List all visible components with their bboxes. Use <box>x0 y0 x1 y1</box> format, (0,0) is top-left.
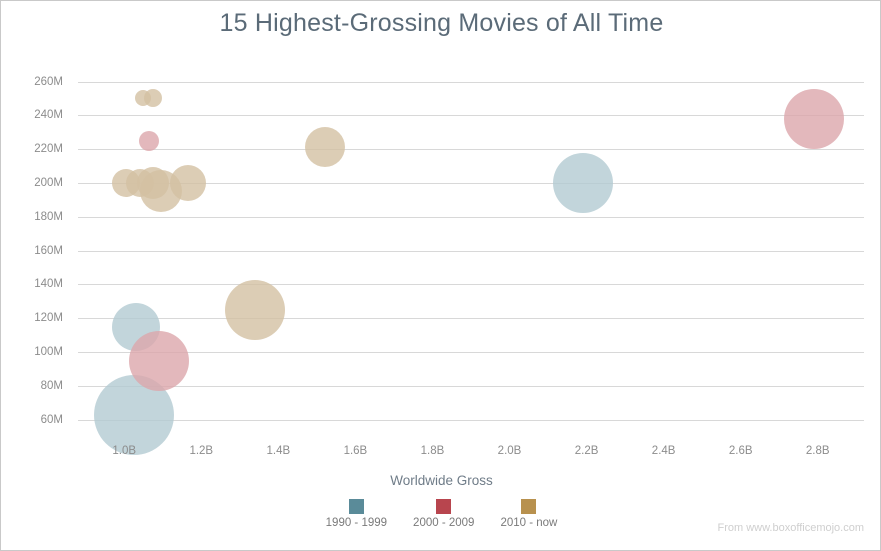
y-tick-label: 140M <box>34 278 63 291</box>
gridline <box>78 81 864 83</box>
data-bubble[interactable] <box>552 152 613 213</box>
legend-item[interactable]: 2000 - 2009 <box>413 499 474 529</box>
x-tick-label: 1.2B <box>189 445 214 457</box>
chart-title: 15 Highest-Grossing Movies of All Time <box>219 9 664 37</box>
y-tick-label: 240M <box>34 109 63 122</box>
data-bubble[interactable] <box>144 89 163 108</box>
gridline <box>78 352 864 354</box>
legend-label: 2000 - 2009 <box>413 517 475 529</box>
data-bubble[interactable] <box>783 88 844 149</box>
y-tick-label: 60M <box>40 413 63 426</box>
y-tick-label: 160M <box>34 244 63 257</box>
x-tick-label: 2.0B <box>497 445 522 457</box>
legend-item[interactable]: 2010 - now <box>500 499 557 529</box>
legend-item[interactable]: 1990 - 1999 <box>326 499 387 529</box>
gridline <box>78 250 864 252</box>
x-tick-label: 2.8B <box>805 445 830 457</box>
x-tick-label: 2.2B <box>574 445 599 457</box>
y-tick-label: 180M <box>34 210 63 223</box>
legend-label: 2010 - now <box>500 517 558 529</box>
y-tick-label: 80M <box>40 379 63 392</box>
gridline <box>78 182 864 184</box>
data-bubble[interactable] <box>225 279 286 340</box>
data-bubble[interactable] <box>304 127 345 168</box>
x-tick-label: 2.4B <box>651 445 676 457</box>
y-tick-label: 260M <box>34 75 63 88</box>
gridline <box>78 419 864 421</box>
data-bubble[interactable] <box>169 164 206 201</box>
plot-area <box>78 68 864 455</box>
y-tick-label: 220M <box>34 143 63 156</box>
legend-swatch <box>348 499 364 514</box>
gridline <box>78 115 864 117</box>
gridline <box>78 318 864 320</box>
data-bubble[interactable] <box>128 330 189 391</box>
y-tick-label: 200M <box>34 176 63 189</box>
gridline <box>78 284 864 286</box>
chart-legend: 1990 - 1999 2000 - 2009 2010 - now <box>1 499 880 529</box>
x-tick-label: 2.6B <box>728 445 753 457</box>
legend-swatch <box>521 499 537 514</box>
x-tick-label: 1.8B <box>420 445 445 457</box>
x-tick-label: 1.4B <box>266 445 291 457</box>
legend-swatch <box>436 499 452 514</box>
y-tick-label: 100M <box>34 346 63 359</box>
source-note: From www.boxofficemojo.com <box>717 522 864 534</box>
gridline <box>78 216 864 218</box>
data-bubble[interactable] <box>139 130 160 151</box>
x-tick-label: 1.6B <box>343 445 368 457</box>
x-tick-label: 1.0B <box>112 445 137 457</box>
x-axis-label: Worldwide Gross <box>390 473 493 488</box>
gridline <box>78 385 864 387</box>
legend-label: 1990 - 1999 <box>325 517 388 529</box>
gridline <box>78 149 864 151</box>
y-tick-label: 120M <box>34 312 63 325</box>
